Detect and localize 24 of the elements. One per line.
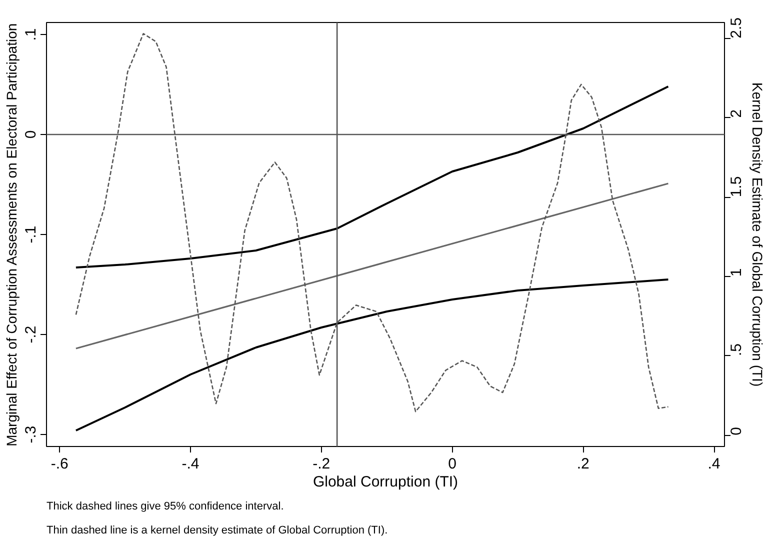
y2-tick-label: 1.5 [728, 176, 745, 198]
x-axis-title: Global Corruption (TI) [312, 474, 458, 490]
x-tick-label: .4 [708, 456, 720, 472]
y2-tick-label: 1 [728, 268, 745, 277]
y-tick-label: -.3 [22, 426, 40, 444]
text: Thick dashed lines give 95% confidence interval. [46, 500, 284, 512]
y-tick-label: -.1 [22, 226, 40, 244]
x-tick-label: 0 [448, 456, 456, 472]
y-axis-title: Marginal Effect of Corruption Assessments on Electoral Participation [4, 23, 20, 446]
y-tick-label: 0 [22, 130, 40, 139]
y2-axis-title: Kernel Density Estimate of Global Corruption (TI) [750, 82, 766, 387]
x-tick-label: -.6 [50, 456, 68, 472]
y2-tick-label: .5 [728, 343, 745, 356]
x-tick-label: -.4 [182, 456, 200, 472]
text: Thin dashed line is a kernel density estimate of Global Corruption (TI). [46, 524, 388, 536]
line-series [74, 278, 670, 432]
y2-tick-label: 2 [728, 109, 745, 118]
y2-tick-label: 0 [728, 427, 745, 436]
y-tick-label: .1 [22, 28, 40, 41]
x-tick-label: .2 [576, 456, 590, 472]
line-series [74, 86, 670, 268]
y-tick-label: -.2 [22, 326, 40, 344]
x-tick-label: -.2 [312, 456, 330, 472]
y2-tick-label: 2.5 [728, 18, 745, 38]
